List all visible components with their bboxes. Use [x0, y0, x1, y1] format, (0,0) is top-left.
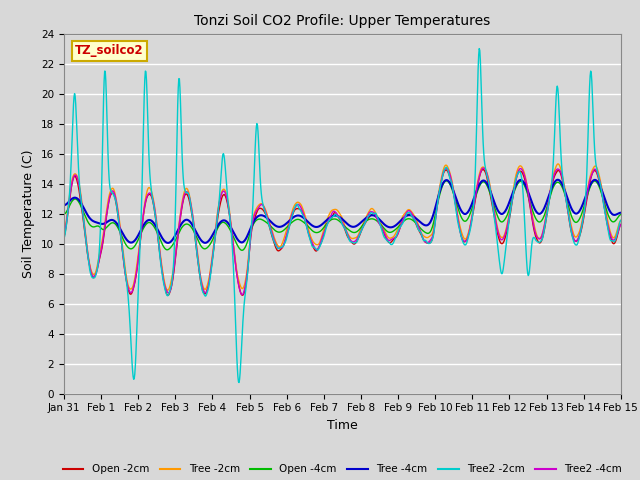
- Y-axis label: Soil Temperature (C): Soil Temperature (C): [22, 149, 35, 278]
- Title: Tonzi Soil CO2 Profile: Upper Temperatures: Tonzi Soil CO2 Profile: Upper Temperatur…: [195, 14, 490, 28]
- Legend: Open -2cm, Tree -2cm, Open -4cm, Tree -4cm, Tree2 -2cm, Tree2 -4cm: Open -2cm, Tree -2cm, Open -4cm, Tree -4…: [58, 460, 627, 479]
- X-axis label: Time: Time: [327, 419, 358, 432]
- Text: TZ_soilco2: TZ_soilco2: [75, 44, 144, 58]
